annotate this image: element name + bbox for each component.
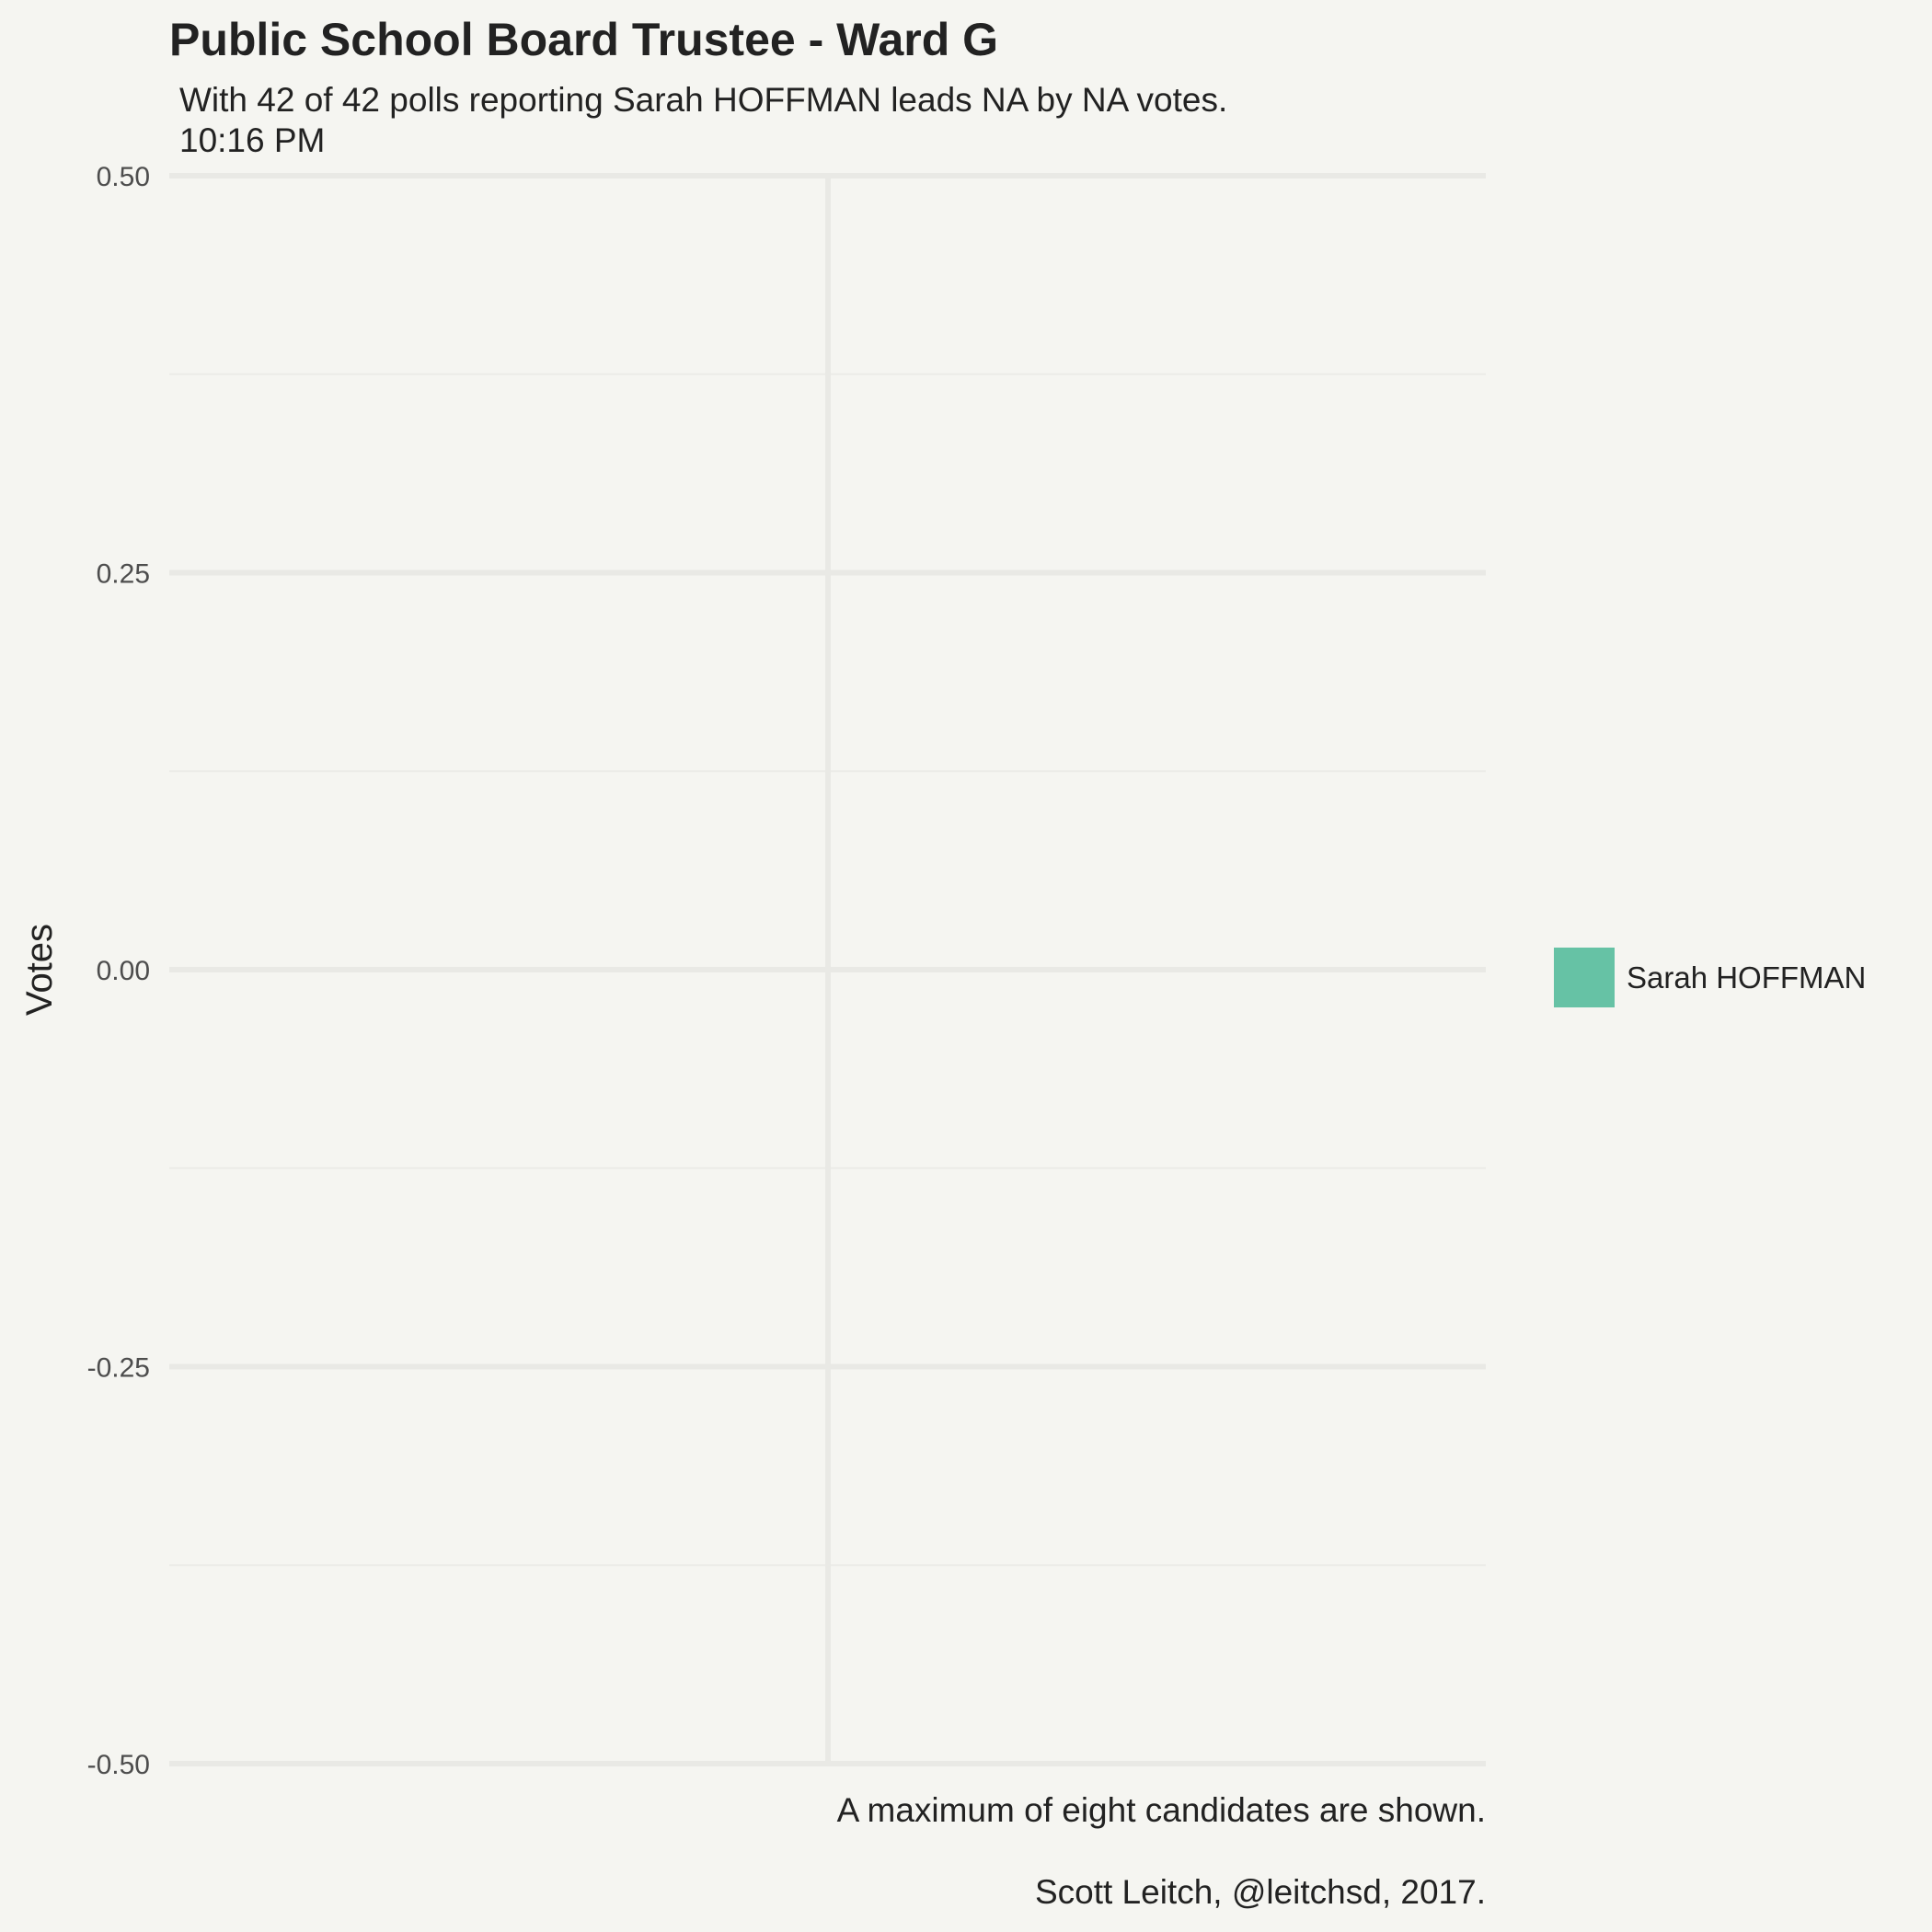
legend: Sarah HOFFMAN	[1554, 948, 1866, 1007]
legend-label: Sarah HOFFMAN	[1627, 960, 1866, 995]
caption-note: A maximum of eight candidates are shown.	[837, 1791, 1486, 1829]
y-tick-label: 0.50	[97, 162, 150, 192]
chart-title: Public School Board Trustee - Ward G	[169, 14, 998, 65]
legend-swatch	[1554, 948, 1615, 1007]
y-tick-label: -0.50	[87, 1750, 150, 1780]
caption-credit: Scott Leitch, @leitchsd, 2017.	[1035, 1873, 1486, 1911]
chart-subtitle-line-2: 10:16 PM	[179, 121, 325, 159]
y-tick-label: 0.00	[97, 956, 150, 986]
y-axis-ticks: -0.50 -0.25 0.00 0.25 0.50	[87, 162, 150, 1780]
chart-subtitle-line-1: With 42 of 42 polls reporting Sarah HOFF…	[179, 81, 1227, 119]
plot-grid	[169, 173, 1486, 1766]
y-tick-label: 0.25	[97, 559, 150, 590]
y-axis-title: Votes	[19, 924, 60, 1016]
y-tick-label: -0.25	[87, 1353, 150, 1384]
